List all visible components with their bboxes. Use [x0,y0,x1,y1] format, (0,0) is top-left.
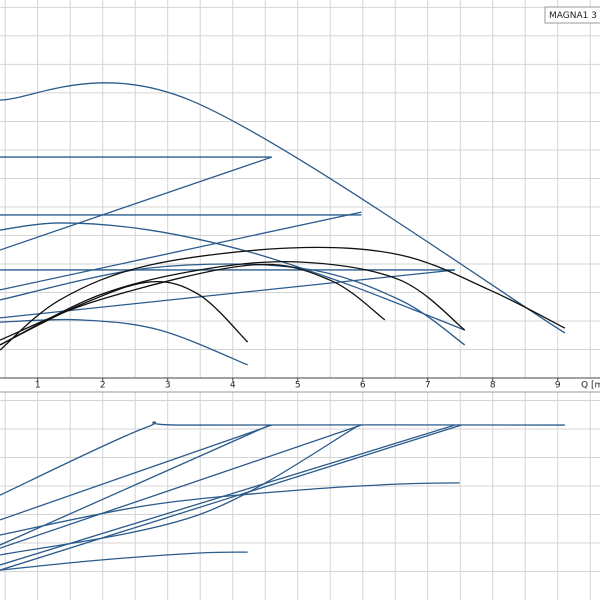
pump-curve [0,551,248,571]
pump-curve [0,424,271,546]
pump-curve [0,421,565,496]
pump-curve [0,156,272,251]
x-tick-label: 1 [35,381,41,391]
pump-curve [0,318,248,366]
pump-curve [0,246,566,351]
pump-curve [0,222,466,331]
x-tick-label: 7 [425,381,431,391]
pump-curve [0,280,249,346]
x-tick-label: 5 [295,381,301,391]
pump-curve [0,260,466,346]
pump-curve [0,424,456,566]
x-tick-label: 9 [555,381,561,391]
x-tick-label: 2 [100,381,106,391]
pump-curve [0,269,456,319]
x-axis-label: Q [m [581,381,600,391]
pump-curve [0,211,362,291]
model-label-box [544,6,600,24]
pump-curve [0,424,362,549]
pump-curve [0,263,466,346]
pump-curve [0,424,272,521]
pump-curve [0,424,360,556]
pump-curve [0,482,460,536]
x-tick-label: 6 [360,381,366,391]
pump-curve [0,82,566,334]
x-tick-label: 4 [230,381,236,391]
pump-curve [0,424,462,571]
x-tick-label: 3 [165,381,171,391]
model-label: MAGNA1 3 [549,11,597,21]
x-tick-label: 8 [490,381,496,391]
